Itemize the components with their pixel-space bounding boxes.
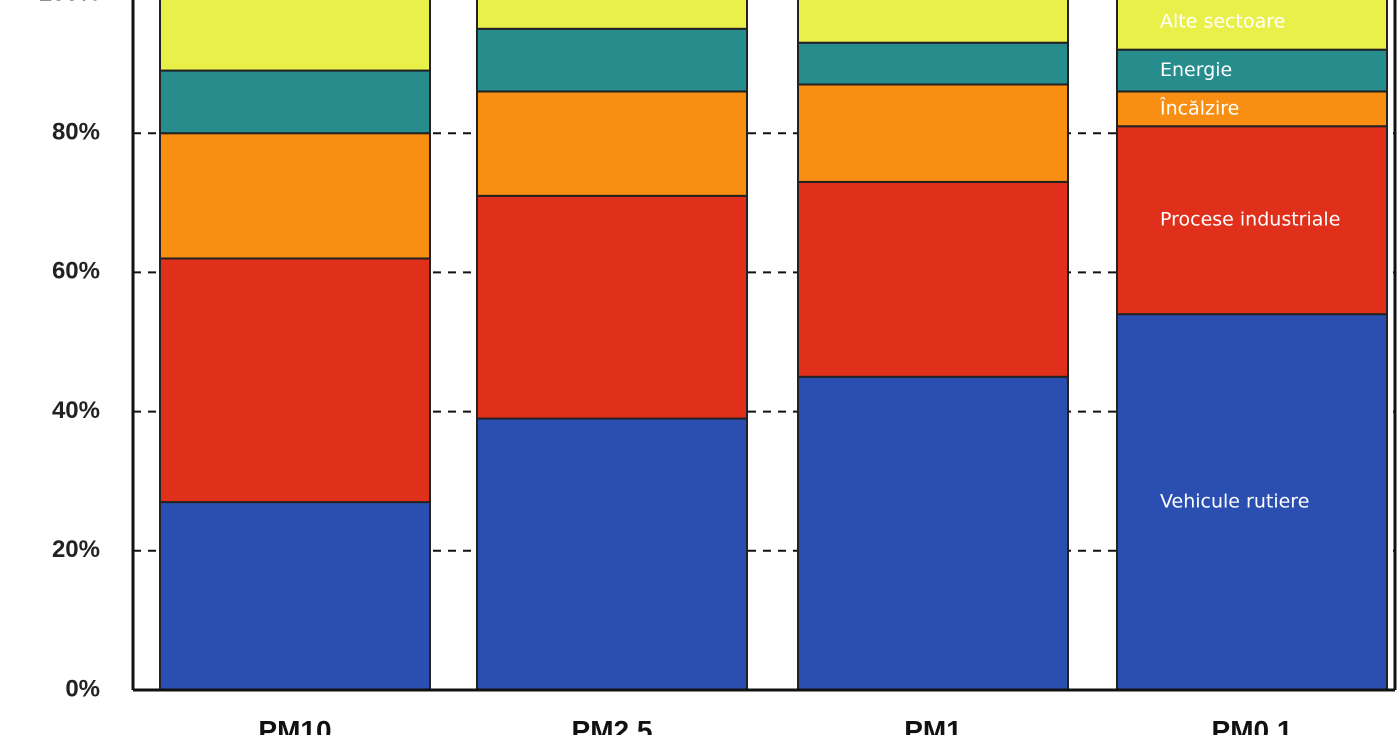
y-tick-label: 0% [65,675,100,702]
bar-segment [159,257,431,504]
bar-segment [159,501,431,691]
bar-segment [476,194,748,420]
y-tick-label: 100% [39,0,100,6]
x-tick-label: PM1 [904,715,962,735]
bar-segment [797,41,1069,86]
bar-segment [159,69,431,135]
bar-segment [159,0,431,72]
bar-segment [1116,313,1388,691]
legend-label: Încălzire [1159,96,1239,119]
x-tick-label: PM10 [258,715,331,735]
bar-segment [1116,90,1388,128]
y-tick-label: 40% [52,397,100,424]
y-tick-label: 80% [52,119,100,146]
legend-label: Energie [1160,59,1232,81]
bar-segment [476,90,748,197]
bar-segment [797,180,1069,378]
y-tick-label: 60% [52,258,100,285]
bar-segment [797,0,1069,44]
bar-segment [797,375,1069,691]
bar-segment [1116,125,1388,316]
y-tick-label: 20% [52,536,100,563]
x-tick-label: PM2.5 [572,715,653,735]
bar-segment [476,417,748,691]
bar-segment [797,83,1069,183]
legend-label: Procese industriale [1160,209,1340,231]
bar-segment [476,0,748,30]
x-tick-label: PM0.1 [1212,715,1293,735]
bar-segment [159,132,431,260]
bar-segment [1116,48,1388,93]
bar-segment [476,27,748,93]
bar-segment [1116,0,1388,51]
legend-label: Alte sectoare [1160,10,1285,32]
legend-label: Vehicule rutiere [1160,491,1309,513]
